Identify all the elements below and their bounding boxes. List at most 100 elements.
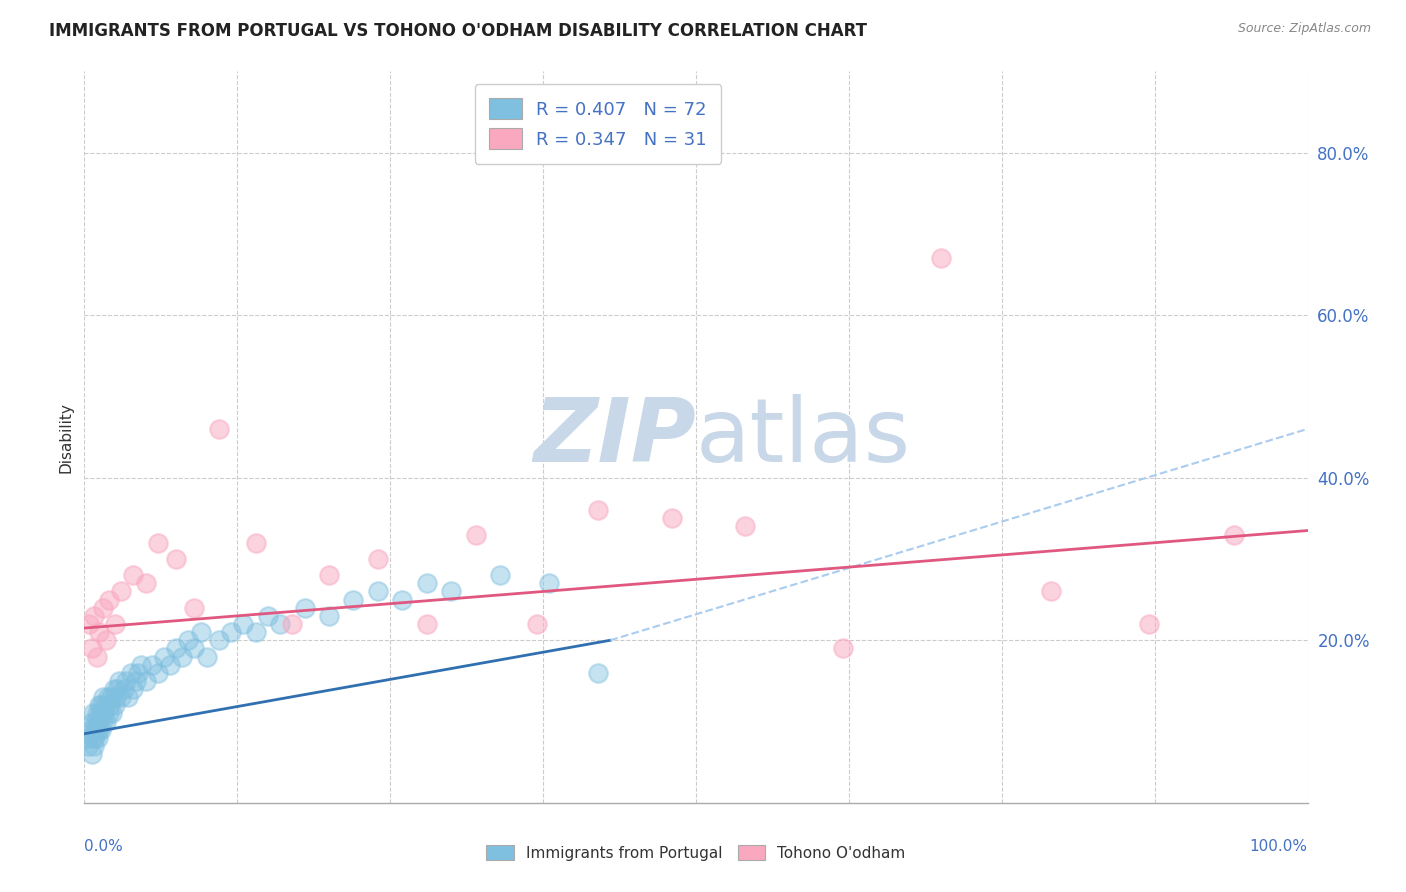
Point <box>86 706 108 721</box>
Point <box>89 706 111 721</box>
Point <box>165 552 187 566</box>
Point <box>112 681 135 696</box>
Point <box>115 673 138 688</box>
Point <box>269 617 291 632</box>
Point <box>104 617 127 632</box>
Point <box>219 625 242 640</box>
Point <box>135 673 157 688</box>
Text: IMMIGRANTS FROM PORTUGAL VS TOHONO O'ODHAM DISABILITY CORRELATION CHART: IMMIGRANTS FROM PORTUGAL VS TOHONO O'ODH… <box>49 22 868 40</box>
Point <box>208 633 231 648</box>
Point <box>538 576 561 591</box>
Point <box>1223 527 1246 541</box>
Point <box>83 723 105 737</box>
Point <box>195 649 218 664</box>
Point <box>177 633 200 648</box>
Point <box>135 576 157 591</box>
Point <box>80 747 103 761</box>
Point <box>90 698 112 713</box>
Point <box>440 584 463 599</box>
Point <box>110 690 132 705</box>
Point <box>1137 617 1160 632</box>
Point <box>367 584 389 599</box>
Point <box>77 731 100 745</box>
Point <box>84 714 107 729</box>
Point <box>117 690 139 705</box>
Text: 100.0%: 100.0% <box>1250 839 1308 855</box>
Text: ZIP: ZIP <box>533 393 696 481</box>
Text: Source: ZipAtlas.com: Source: ZipAtlas.com <box>1237 22 1371 36</box>
Point <box>83 739 105 753</box>
Point <box>929 252 952 266</box>
Legend: Immigrants from Portugal, Tohono O'odham: Immigrants from Portugal, Tohono O'odham <box>478 837 914 868</box>
Point <box>141 657 163 672</box>
Point <box>153 649 176 664</box>
Point <box>146 665 169 680</box>
Point <box>93 706 115 721</box>
Point <box>245 535 267 549</box>
Point <box>80 714 103 729</box>
Point <box>586 503 609 517</box>
Point <box>661 511 683 525</box>
Point <box>122 568 145 582</box>
Point <box>97 592 120 607</box>
Point <box>342 592 364 607</box>
Point <box>77 617 100 632</box>
Point <box>245 625 267 640</box>
Point <box>87 714 110 729</box>
Point <box>294 600 316 615</box>
Point <box>146 535 169 549</box>
Point <box>87 698 110 713</box>
Point <box>91 600 114 615</box>
Point <box>98 698 121 713</box>
Point <box>87 723 110 737</box>
Point <box>183 600 205 615</box>
Point <box>96 714 118 729</box>
Point <box>489 568 512 582</box>
Point <box>257 608 280 623</box>
Point <box>318 568 340 582</box>
Point <box>122 681 145 696</box>
Point <box>97 690 120 705</box>
Point <box>84 731 107 745</box>
Point <box>83 608 105 623</box>
Point <box>586 665 609 680</box>
Point <box>281 617 304 632</box>
Text: 0.0%: 0.0% <box>84 839 124 855</box>
Point <box>831 641 853 656</box>
Point <box>416 576 439 591</box>
Point <box>165 641 187 656</box>
Point <box>90 723 112 737</box>
Point <box>103 681 125 696</box>
Point <box>110 584 132 599</box>
Point <box>183 641 205 656</box>
Point <box>464 527 486 541</box>
Point <box>526 617 548 632</box>
Point <box>100 690 122 705</box>
Point <box>105 690 128 705</box>
Point <box>172 649 194 664</box>
Point <box>94 698 117 713</box>
Point <box>127 665 149 680</box>
Text: atlas: atlas <box>696 393 911 481</box>
Point <box>120 665 142 680</box>
Point <box>105 681 128 696</box>
Point <box>318 608 340 623</box>
Point <box>391 592 413 607</box>
Y-axis label: Disability: Disability <box>58 401 73 473</box>
Point <box>125 673 148 688</box>
Point <box>104 698 127 713</box>
Point <box>1039 584 1062 599</box>
Point <box>159 657 181 672</box>
Point <box>77 739 100 753</box>
Point <box>129 657 152 672</box>
Point <box>87 731 110 745</box>
Point <box>87 625 110 640</box>
Point <box>107 673 129 688</box>
Point <box>96 633 118 648</box>
Point <box>86 723 108 737</box>
Point <box>89 714 111 729</box>
Point <box>82 706 104 721</box>
Point <box>97 706 120 721</box>
Point <box>101 706 124 721</box>
Point <box>367 552 389 566</box>
